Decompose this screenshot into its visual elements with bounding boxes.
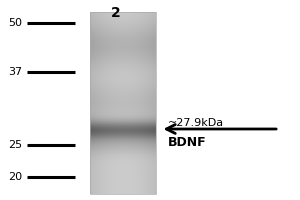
Bar <box>90 12 156 194</box>
Text: 37: 37 <box>8 67 22 77</box>
Text: 25: 25 <box>8 140 22 150</box>
Text: BDNF: BDNF <box>168 136 207 148</box>
Text: 20: 20 <box>8 172 22 182</box>
Text: 50: 50 <box>8 18 22 28</box>
Text: ~27.9kDa: ~27.9kDa <box>168 118 224 128</box>
Text: 2: 2 <box>111 6 120 20</box>
